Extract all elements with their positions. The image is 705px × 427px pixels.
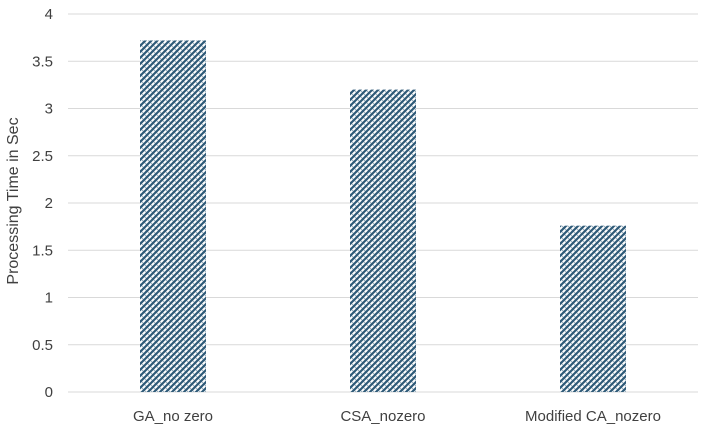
bar (140, 40, 206, 393)
bars (140, 40, 626, 393)
x-category-label: CSA_nozero (340, 408, 425, 425)
y-tick-label: 2.5 (32, 148, 53, 165)
y-axis-title: Processing Time in Sec (5, 117, 22, 284)
bar (350, 89, 416, 392)
x-axis-category-labels: GA_no zero CSA_nozero Modified CA_nozero (133, 408, 661, 425)
y-tick-label: 4 (45, 6, 53, 23)
y-axis-tick-labels: 0 0.5 1 1.5 2 2.5 3 3.5 4 (32, 6, 53, 401)
x-category-label: GA_no zero (133, 408, 213, 425)
y-tick-label: 3.5 (32, 53, 53, 70)
y-tick-label: 1 (45, 290, 53, 307)
y-tick-label: 1.5 (32, 242, 53, 259)
y-tick-label: 2 (45, 195, 53, 212)
bar (560, 225, 626, 392)
y-tick-label: 0.5 (32, 337, 53, 354)
y-tick-label: 3 (45, 101, 53, 118)
y-tick-label: 0 (45, 384, 53, 401)
x-category-label: Modified CA_nozero (525, 408, 661, 425)
